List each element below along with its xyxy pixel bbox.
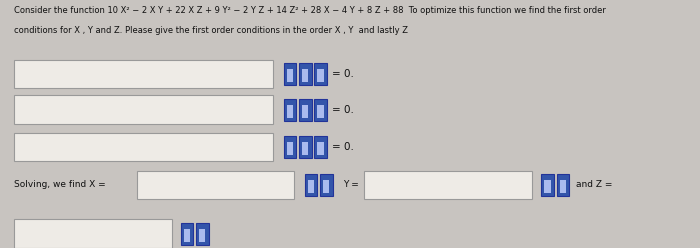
- FancyBboxPatch shape: [314, 99, 327, 121]
- Text: and Z =: and Z =: [576, 180, 612, 189]
- FancyBboxPatch shape: [287, 142, 293, 155]
- FancyBboxPatch shape: [317, 105, 323, 118]
- Text: Consider the function 10 X² − 2 X Y + 22 X Z + 9 Y² − 2 Y Z + 14 Z² + 28 X − 4 Y: Consider the function 10 X² − 2 X Y + 22…: [14, 6, 606, 15]
- FancyBboxPatch shape: [317, 69, 323, 82]
- FancyBboxPatch shape: [302, 142, 309, 155]
- FancyBboxPatch shape: [181, 223, 193, 245]
- FancyBboxPatch shape: [556, 174, 569, 196]
- Text: = 0.: = 0.: [332, 105, 354, 115]
- Text: Solving, we find X =: Solving, we find X =: [14, 180, 106, 189]
- FancyBboxPatch shape: [287, 105, 293, 118]
- FancyBboxPatch shape: [320, 174, 332, 196]
- FancyBboxPatch shape: [284, 63, 296, 85]
- FancyBboxPatch shape: [317, 142, 323, 155]
- FancyBboxPatch shape: [314, 63, 327, 85]
- FancyBboxPatch shape: [14, 95, 273, 124]
- FancyBboxPatch shape: [323, 180, 330, 192]
- FancyBboxPatch shape: [287, 69, 293, 82]
- FancyBboxPatch shape: [364, 171, 532, 199]
- Text: Y =: Y =: [343, 180, 358, 189]
- FancyBboxPatch shape: [314, 136, 327, 158]
- FancyBboxPatch shape: [284, 99, 296, 121]
- FancyBboxPatch shape: [299, 136, 312, 158]
- FancyBboxPatch shape: [14, 219, 172, 248]
- FancyBboxPatch shape: [199, 229, 206, 242]
- FancyBboxPatch shape: [183, 229, 190, 242]
- FancyBboxPatch shape: [304, 174, 317, 196]
- Text: = 0.: = 0.: [332, 142, 354, 152]
- FancyBboxPatch shape: [545, 180, 550, 192]
- Text: = 0.: = 0.: [332, 69, 354, 79]
- FancyBboxPatch shape: [307, 180, 314, 192]
- FancyBboxPatch shape: [299, 99, 312, 121]
- FancyBboxPatch shape: [560, 180, 566, 192]
- FancyBboxPatch shape: [284, 136, 296, 158]
- FancyBboxPatch shape: [136, 171, 294, 199]
- FancyBboxPatch shape: [541, 174, 554, 196]
- FancyBboxPatch shape: [299, 63, 312, 85]
- FancyBboxPatch shape: [302, 105, 309, 118]
- FancyBboxPatch shape: [302, 69, 309, 82]
- FancyBboxPatch shape: [196, 223, 209, 245]
- FancyBboxPatch shape: [14, 60, 273, 88]
- Text: conditions for X , Y and Z. Please give the first order conditions in the order : conditions for X , Y and Z. Please give …: [14, 26, 408, 35]
- FancyBboxPatch shape: [14, 133, 273, 161]
